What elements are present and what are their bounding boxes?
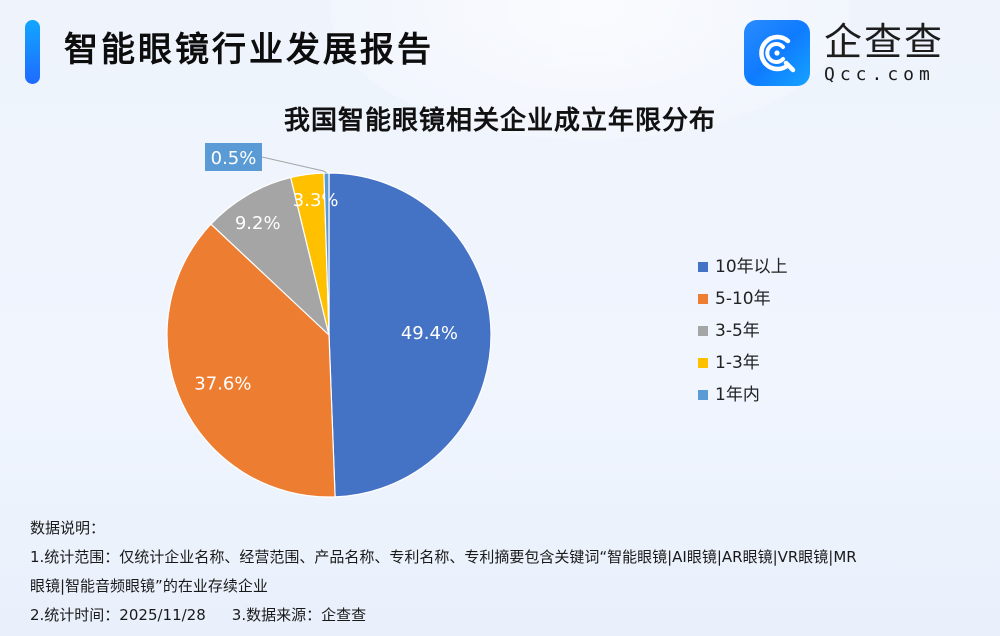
legend-swatch-icon <box>698 262 708 272</box>
legend-item-5-10: 5-10年 <box>698 289 788 309</box>
title-accent-bar <box>25 20 40 84</box>
legend-label: 1年内 <box>715 385 760 405</box>
qcc-logo-icon <box>744 20 810 86</box>
legend-item-3-5: 3-5年 <box>698 321 788 341</box>
legend-label: 1-3年 <box>715 353 760 373</box>
callout-leader-line <box>261 156 327 174</box>
slice-data-label: 0.5% <box>211 148 257 169</box>
pie-slice <box>166 223 336 498</box>
qcc-logo: 企查查 Qcc.com <box>744 20 944 86</box>
data-notes: 数据说明： 1.统计范围：仅统计企业名称、经营范围、产品名称、专利名称、专利摘要… <box>30 514 980 630</box>
legend-item-1-3: 1-3年 <box>698 353 788 373</box>
legend-swatch-icon <box>698 390 708 400</box>
pie-chart-svg: 49.4% 37.6% 9.2% 3.3% 0.5% <box>166 143 492 498</box>
notes-meta-line: 2.统计时间：2025/11/28 3.数据来源：企查查 <box>30 601 980 630</box>
pie-slice <box>210 176 331 337</box>
slice-data-label: 3.3% <box>293 190 339 211</box>
legend-item-under1: 1年内 <box>698 385 788 405</box>
legend-swatch-icon <box>698 326 708 336</box>
pie-chart: 49.4% 37.6% 9.2% 3.3% 0.5% 10年以上 5-10年 3-5年 … <box>0 140 1000 510</box>
legend-item-10plus: 10年以上 <box>698 257 788 277</box>
logo-text-cn: 企查查 <box>824 20 945 64</box>
notes-scope-line2: 眼镜|智能音频眼镜”的在业存续企业 <box>30 577 268 595</box>
notes-scope-line1: 1.统计范围：仅统计企业名称、经营范围、产品名称、专利名称、专利摘要包含关键词“… <box>30 548 857 566</box>
slice-data-label: 37.6% <box>194 373 251 394</box>
callout-label-box <box>205 143 262 171</box>
slice-data-label: 49.4% <box>401 323 458 344</box>
logo-text-en: Qcc.com <box>824 64 935 85</box>
slice-data-label: 9.2% <box>235 213 281 234</box>
legend-label: 3-5年 <box>715 321 760 341</box>
legend-label: 5-10年 <box>715 289 771 309</box>
legend-label: 10年以上 <box>715 257 788 277</box>
notes-stat-time: 2.统计时间：2025/11/28 <box>30 606 206 624</box>
chart-legend: 10年以上 5-10年 3-5年 1-3年 1年内 <box>698 257 788 405</box>
pie-slice <box>328 172 492 498</box>
legend-swatch-icon <box>698 294 708 304</box>
header: 智能眼镜行业发展报告 企查查 Qcc.com <box>0 0 1000 95</box>
page-title: 智能眼镜行业发展报告 <box>64 30 434 70</box>
notes-heading: 数据说明： <box>30 519 106 537</box>
chart-title: 我国智能眼镜相关企业成立年限分布 <box>283 106 716 136</box>
notes-data-source: 3.数据来源：企查查 <box>231 606 367 624</box>
legend-swatch-icon <box>698 358 708 368</box>
